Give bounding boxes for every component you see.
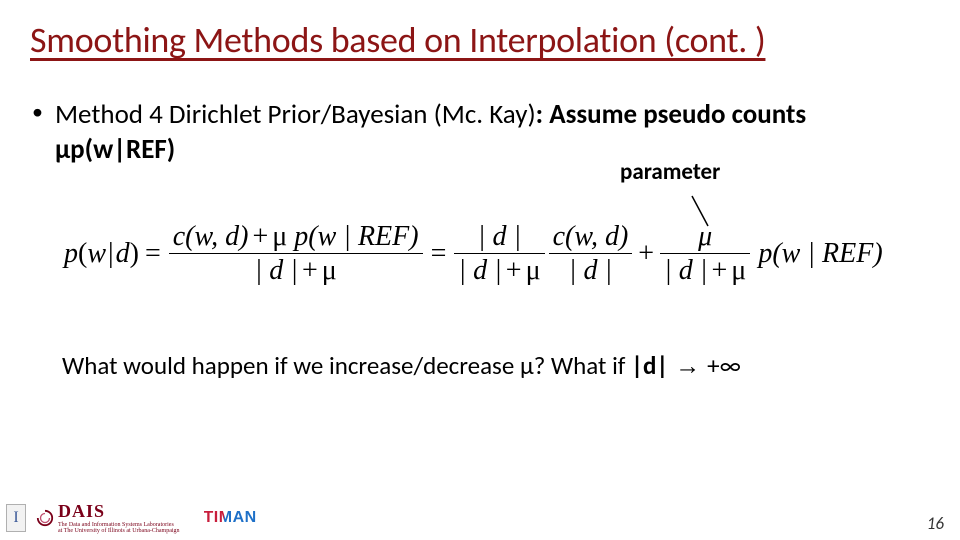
eq-equals-1: = [139, 238, 167, 270]
eq-f1-num: c(w, d)+μ p(w | REF) [169, 222, 423, 251]
slide: Smoothing Methods based on Interpolation… [0, 0, 960, 540]
eq-frac-2: | d | | d |+μ [454, 222, 544, 286]
eq-f4-num: μ [694, 222, 716, 251]
q-bold: |d| [631, 350, 668, 381]
equation: p ( w | d ) = c(w, d)+μ p(w | REF) | d |… [64, 222, 920, 286]
q-arrow: → [668, 352, 707, 380]
eq-lhs-close: ) [130, 238, 139, 270]
eq-f4-bar [660, 253, 750, 254]
dais-text-block: DAIS The Data and Information Systems La… [58, 501, 180, 534]
eq-frac-4: μ | d |+μ [660, 222, 750, 286]
eq-lhs-p: p [64, 238, 78, 270]
dais-title: DAIS [58, 501, 180, 522]
eq-f3-den: | d | [565, 256, 616, 285]
eq-f3-num: c(w, d) [549, 222, 633, 251]
eq-lhs-bar: | [106, 238, 116, 270]
page-number: 16 [927, 513, 944, 534]
eq-frac-3: c(w, d) | d | [549, 222, 633, 286]
dais-swirl-icon [36, 509, 54, 527]
eq-f2-num: | d | [474, 222, 525, 251]
bullet-bold-1: Assume pseudo counts [549, 98, 806, 131]
eq-lhs-w: w [87, 238, 106, 270]
footer: I DAIS The Data and Information Systems … [6, 501, 257, 534]
eq-equals-2: = [425, 238, 453, 270]
bullet-bold-2: μp(w|REF) [55, 133, 175, 166]
q-inf: +∞ [707, 350, 741, 381]
eq-f4-den: | d |+μ [660, 256, 750, 285]
eq-f3-bar [549, 253, 633, 254]
bullet-text: Method 4 Dirichlet Prior/Bayesian (Mc. K… [55, 98, 806, 167]
eq-lhs-d: d [116, 238, 130, 270]
eq-plus: + [634, 238, 658, 270]
slide-title: Smoothing Methods based on Interpolation… [30, 18, 930, 62]
bullet-item: • Method 4 Dirichlet Prior/Bayesian (Mc.… [30, 98, 930, 167]
eq-f2-bar [454, 253, 544, 254]
dais-sub2: at The University of Illinois at Urbana-… [58, 528, 180, 534]
illinois-logo-icon: I [6, 504, 26, 532]
bullet-prefix: Method 4 Dirichlet Prior/Bayesian (Mc. K… [55, 98, 536, 131]
eq-frac-1: c(w, d)+μ p(w | REF) | d |+μ [169, 222, 423, 286]
eq-tail: p(w | REF) [752, 238, 882, 270]
q-t2: ? What if [534, 350, 631, 381]
eq-lhs-open: ( [78, 238, 87, 270]
dais-logo: DAIS The Data and Information Systems La… [36, 501, 180, 534]
eq-f2-den: | d |+μ [454, 256, 544, 285]
eq-f1-bar [169, 253, 423, 254]
bullet-sep: : [536, 98, 550, 131]
discussion-question: What would happen if we increase/decreas… [62, 350, 741, 381]
eq-f1-den: | d |+μ [251, 256, 341, 285]
parameter-label: parameter [620, 158, 720, 186]
timan-logo: TIMAN [204, 509, 257, 527]
bullet-marker: • [30, 98, 43, 127]
q-t1: What would happen if we increase/decreas… [62, 350, 520, 381]
q-mu: μ [520, 350, 534, 381]
